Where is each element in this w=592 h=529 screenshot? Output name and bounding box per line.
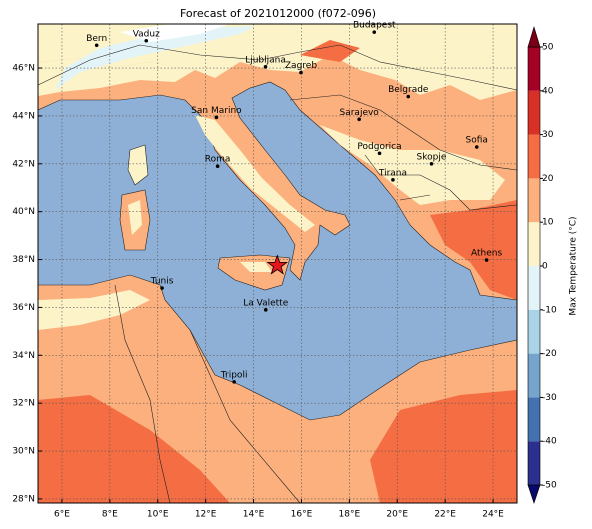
- city-dot: [94, 43, 99, 48]
- warm-zone: [430, 200, 517, 300]
- city-dot: [357, 117, 361, 122]
- x-tick-label: 24°E: [482, 510, 504, 520]
- city-dot: [406, 94, 411, 99]
- city-dot: [484, 258, 489, 262]
- city-dot: [160, 286, 164, 290]
- colorbar-tick-label: 30: [542, 130, 554, 140]
- city-label: Athens: [471, 249, 502, 259]
- freezing-zone: [120, 24, 230, 42]
- x-tick-label: 18°E: [339, 510, 361, 520]
- city-label: Skopje: [417, 152, 447, 162]
- map-frame: [37, 23, 518, 504]
- x-tick-label: 6°E: [54, 510, 70, 520]
- y-tick-label: 34°N: [12, 351, 35, 361]
- city-dot: [429, 161, 434, 166]
- city-label: Bern: [86, 34, 107, 44]
- colorbar-tick-label: -20: [542, 349, 557, 359]
- cold-zone: [320, 125, 505, 205]
- city-label: Vaduz: [133, 29, 160, 39]
- colorbar-band: [528, 309, 540, 354]
- cold-zone: [38, 290, 150, 330]
- warm-zone: [370, 390, 517, 503]
- title: Forecast of 2021012000 (f072-096): [180, 7, 376, 20]
- colorbar-tick-label: 40: [542, 86, 554, 96]
- city-dot: [214, 115, 219, 120]
- colorbar-tick-label: -10: [542, 305, 557, 315]
- colorbar-band: [528, 353, 540, 398]
- colorbar-under: [527, 484, 541, 504]
- city-label: Zagreb: [285, 61, 317, 71]
- y-tick-label: 42°N: [12, 159, 35, 169]
- y-tick-label: 40°N: [12, 207, 35, 217]
- colorbar-band: [528, 47, 540, 91]
- cold-zone: [128, 200, 142, 235]
- city-label: Budapest: [353, 21, 396, 31]
- city-label: Tirana: [378, 168, 407, 178]
- x-tick-label: 10°E: [147, 510, 169, 520]
- borders: [37, 44, 518, 504]
- colorbar-band: [528, 266, 540, 310]
- city-label: Tripoli: [220, 370, 248, 380]
- y-tick-label: 30°N: [12, 447, 35, 457]
- city-dot: [372, 30, 377, 34]
- colorbar-tick-label: 50: [542, 43, 554, 53]
- colorbar-band: [528, 90, 540, 135]
- city-label: San Marino: [191, 106, 242, 116]
- colorbar-tick-label: -30: [542, 393, 557, 403]
- city-label: Podgorica: [357, 142, 401, 152]
- city-dot: [215, 164, 220, 168]
- colorbar-band: [528, 222, 540, 266]
- city-dot: [299, 70, 303, 75]
- city-label: La Valette: [243, 298, 288, 308]
- city-dot: [232, 380, 236, 384]
- colorbar-tick-label: 0: [542, 262, 548, 272]
- x-tick-label: 8°E: [102, 510, 118, 520]
- warm-zone: [300, 40, 360, 62]
- colorbar-tick-label: -50: [542, 481, 557, 491]
- corsica: [127, 144, 149, 186]
- colorbar-band: [528, 397, 540, 442]
- y-tick-label: 36°N: [12, 303, 35, 313]
- city-label: Ljubljana: [245, 55, 286, 65]
- y-tick-label: 28°N: [12, 494, 35, 504]
- y-tick-label: 32°N: [12, 399, 35, 409]
- marker-star: [266, 254, 288, 275]
- city-label: Belgrade: [388, 85, 429, 95]
- city-dot: [391, 178, 395, 182]
- city-label: Tunis: [150, 277, 174, 287]
- colorbar: -50 -40 -30 -20 -10 0 10 20 30 40 50: [527, 25, 557, 504]
- cold-zone: [240, 262, 272, 272]
- colorbar-tick-label: 10: [542, 218, 554, 228]
- colorbar-band: [528, 134, 540, 179]
- city-label: Roma: [205, 155, 231, 165]
- y-tick-label: 38°N: [12, 255, 35, 265]
- grid: 6°E 8°E 10°E 12°E 14°E 16°E 18°E 20°E 22°E 24°E 28…: [12, 24, 517, 520]
- x-tick-label: 14°E: [243, 510, 265, 520]
- city-label: Sarajevo: [340, 108, 380, 118]
- city-dot: [263, 65, 268, 69]
- x-tick-label: 12°E: [195, 510, 217, 520]
- colorbar-tick-label: -40: [542, 437, 557, 447]
- city-dot: [263, 308, 268, 312]
- y-tick-label: 44°N: [12, 111, 35, 121]
- x-tick-label: 20°E: [386, 510, 408, 520]
- city-label: Sofia: [466, 136, 488, 146]
- colorbar-tick-label: 20: [542, 174, 554, 184]
- colorbar-label: Max Temperature (°C): [569, 216, 579, 315]
- y-tick-label: 46°N: [12, 64, 35, 74]
- city-dot: [144, 38, 149, 43]
- colorbar-over: [527, 25, 541, 48]
- x-tick-label: 16°E: [291, 510, 313, 520]
- cold-zone: [195, 115, 315, 232]
- colorbar-band: [528, 178, 540, 223]
- warm-zone: [38, 395, 230, 503]
- colorbar-band: [528, 441, 540, 485]
- city-dot: [474, 145, 479, 149]
- x-tick-label: 22°E: [434, 510, 456, 520]
- city-dot: [377, 151, 382, 156]
